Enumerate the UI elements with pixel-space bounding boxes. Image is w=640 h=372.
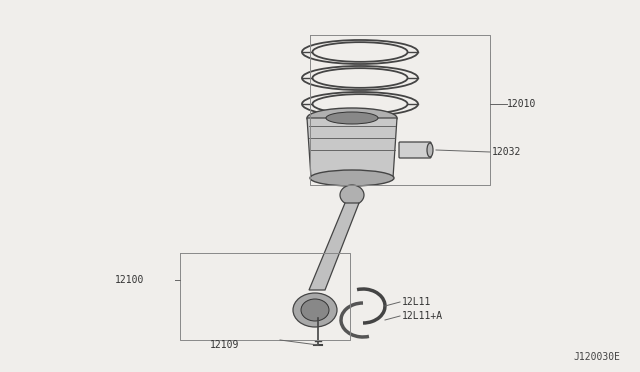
Text: 12100: 12100: [115, 275, 145, 285]
Text: 12L11+A: 12L11+A: [402, 311, 443, 321]
Ellipse shape: [307, 108, 397, 128]
Ellipse shape: [301, 299, 329, 321]
Ellipse shape: [427, 143, 433, 157]
Text: 12109: 12109: [210, 340, 239, 350]
Ellipse shape: [340, 185, 364, 205]
Text: 12032: 12032: [492, 147, 522, 157]
Polygon shape: [309, 203, 359, 290]
Text: J120030E: J120030E: [573, 352, 620, 362]
FancyBboxPatch shape: [399, 142, 431, 158]
Text: 12010: 12010: [507, 99, 536, 109]
Ellipse shape: [293, 293, 337, 327]
Ellipse shape: [326, 112, 378, 124]
Polygon shape: [307, 118, 397, 178]
Ellipse shape: [310, 170, 394, 186]
Text: 12L11: 12L11: [402, 297, 431, 307]
